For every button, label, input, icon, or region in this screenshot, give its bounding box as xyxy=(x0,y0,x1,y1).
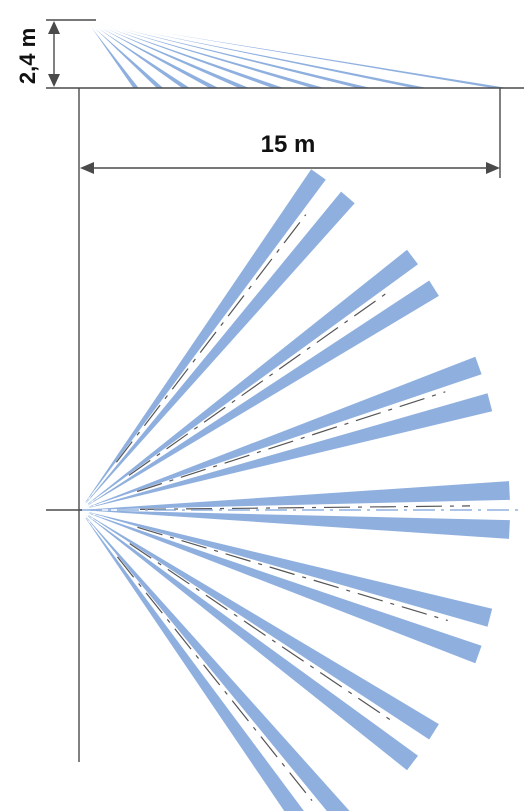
zone-centerline-light xyxy=(79,174,343,511)
top-view-zone-inner xyxy=(80,510,304,811)
zone-centerline-dark xyxy=(128,291,389,476)
top-view-zone-outer xyxy=(80,356,482,510)
top-view-zone-outer xyxy=(80,510,439,740)
top-view-zone-outer xyxy=(80,169,326,510)
top-view-zone-outer xyxy=(80,249,418,511)
arrow-up-icon xyxy=(48,21,60,34)
arrow-left-icon xyxy=(80,162,94,174)
top-view-zone-inner xyxy=(80,191,355,510)
arrow-down-icon xyxy=(48,74,60,87)
zone-centerline-light xyxy=(79,378,499,511)
zone-centerline-light xyxy=(79,509,436,757)
top-view-zone-outer xyxy=(80,510,350,811)
dimension-lines xyxy=(46,19,524,762)
top-view-zone-inner xyxy=(80,510,510,539)
zone-centerline-dark xyxy=(136,391,446,493)
zone-centerline-dark xyxy=(115,214,307,463)
top-view-zone-inner xyxy=(80,510,418,771)
side-view-zone xyxy=(85,19,140,89)
zone-centerline-dark xyxy=(139,505,471,510)
top-view-zone-outer xyxy=(80,481,510,510)
zone-centerline-dark xyxy=(137,526,448,622)
height-dimension-label: 2,4 m xyxy=(15,28,40,84)
range-dimension-label: 15 m xyxy=(261,131,316,158)
top-view-zone-inner xyxy=(80,510,482,664)
zone-centerline-light xyxy=(79,263,436,511)
top-view-zone-inner xyxy=(80,280,439,510)
top-view-zone-outer xyxy=(80,510,493,627)
top-view-pattern xyxy=(79,169,524,811)
zone-centerline-dark xyxy=(129,543,394,723)
top-view-zone-inner xyxy=(80,393,493,510)
zone-centerline-light xyxy=(79,509,499,642)
side-view-pattern xyxy=(85,19,510,89)
arrow-right-icon xyxy=(486,162,500,174)
zone-centerline-dark xyxy=(116,556,313,801)
zone-centerline-light xyxy=(79,509,316,811)
